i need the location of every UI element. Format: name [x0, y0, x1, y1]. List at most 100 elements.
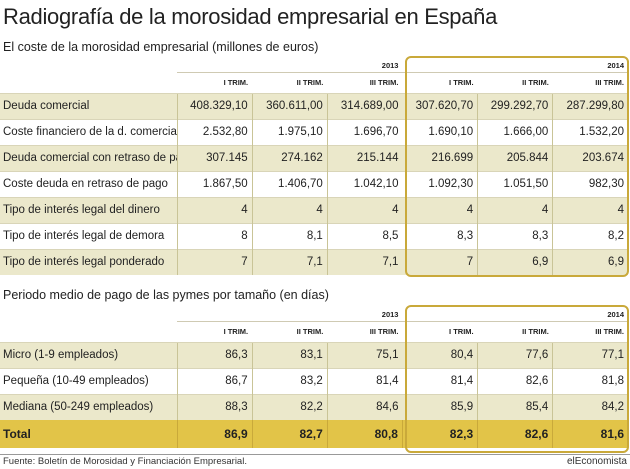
row-label: Deuda comercial con retraso de pago — [0, 144, 177, 171]
total-value: 82,7 — [251, 420, 328, 448]
table-row: Deuda comercial 408.329,10 360.611,00 31… — [0, 92, 628, 119]
cell-value: 83,1 — [251, 341, 328, 368]
cell-value: 7 — [176, 248, 253, 275]
total-value: 80,8 — [326, 420, 403, 448]
cell-value: 85,9 — [402, 393, 478, 420]
cell-value: 8,1 — [251, 222, 328, 249]
cell-value: 7 — [402, 248, 478, 275]
cell-value: 81,4 — [402, 367, 478, 394]
cell-value: 408.329,10 — [176, 92, 253, 119]
cell-value: 7,1 — [251, 248, 328, 275]
cell-value: 80,4 — [402, 341, 478, 368]
row-label: Mediana (50-249 empleados) — [0, 393, 177, 420]
quarter-header: I TRIM. — [449, 78, 474, 87]
cell-value: 982,30 — [552, 170, 628, 197]
cell-value: 287.299,80 — [552, 92, 628, 119]
source-note: Fuente: Boletín de Morosidad y Financiac… — [3, 456, 247, 467]
table-row: Coste deuda en retraso de pago 1.867,50 … — [0, 170, 628, 197]
cell-value: 88,3 — [176, 393, 253, 420]
table-row: Tipo de interés legal de demora 8 8,1 8,… — [0, 222, 628, 249]
cell-value: 274.162 — [251, 144, 328, 171]
quarter-header: II TRIM. — [296, 327, 324, 336]
year-2014-header: 2014 — [402, 305, 628, 322]
cell-value: 84,2 — [552, 393, 628, 420]
cell-value: 203.674 — [552, 144, 628, 171]
cell-value: 82,2 — [251, 393, 328, 420]
cell-value: 6,9 — [477, 248, 553, 275]
cell-value: 4 — [402, 196, 478, 223]
row-label: Micro (1-9 empleados) — [0, 341, 177, 368]
year-header-row: 2013 2014 — [0, 56, 628, 73]
total-value: 86,9 — [176, 420, 253, 448]
row-label: Tipo de interés legal de demora — [0, 222, 177, 249]
quarter-header-row: I TRIM. II TRIM. III TRIM. I TRIM. II TR… — [0, 72, 628, 93]
row-label: Deuda comercial — [0, 92, 177, 119]
cell-value: 1.666,00 — [477, 118, 553, 145]
row-label: Tipo de interés legal del dinero — [0, 196, 177, 223]
cell-value: 1.690,10 — [402, 118, 478, 145]
table-row: Pequeña (10-49 empleados) 86,7 83,2 81,4… — [0, 367, 628, 394]
cell-value: 307.620,70 — [402, 92, 478, 119]
cell-value: 1.696,70 — [326, 118, 403, 145]
quarter-header: II TRIM. — [522, 78, 549, 87]
cell-value: 4 — [552, 196, 628, 223]
cell-value: 75,1 — [326, 341, 403, 368]
cell-value: 85,4 — [477, 393, 553, 420]
quarter-header: III TRIM. — [369, 78, 399, 87]
cell-value: 4 — [477, 196, 553, 223]
payment-period-table: 2013 2014 I TRIM. II TRIM. III TRIM. I T… — [0, 305, 628, 448]
total-value: 82,3 — [401, 420, 478, 448]
cell-value: 4 — [176, 196, 253, 223]
cell-value: 81,8 — [552, 367, 628, 394]
cell-value: 360.611,00 — [251, 92, 328, 119]
cell-value: 4 — [251, 196, 328, 223]
table1-subtitle: El coste de la morosidad empresarial (mi… — [3, 40, 319, 54]
row-label: Tipo de interés legal ponderado — [0, 248, 177, 275]
quarter-header-row: I TRIM. II TRIM. III TRIM. I TRIM. II TR… — [0, 321, 628, 342]
cell-value: 1.092,30 — [402, 170, 478, 197]
cell-value: 6,9 — [552, 248, 628, 275]
quarter-header: II TRIM. — [296, 78, 324, 87]
cell-value: 1.532,20 — [552, 118, 628, 145]
total-value: 82,6 — [477, 420, 553, 448]
cell-value: 8,3 — [477, 222, 553, 249]
footer-divider — [0, 454, 630, 455]
quarter-header: I TRIM. — [223, 78, 249, 87]
cell-value: 86,7 — [176, 367, 253, 394]
brand-logo: elEconomista — [566, 456, 627, 467]
quarter-header: II TRIM. — [522, 327, 549, 336]
quarter-header: I TRIM. — [449, 327, 474, 336]
cell-value: 7,1 — [326, 248, 403, 275]
cell-value: 2.532,80 — [176, 118, 253, 145]
cell-value: 82,6 — [477, 367, 553, 394]
year-2014-header: 2014 — [402, 56, 628, 73]
row-label: Coste deuda en retraso de pago — [0, 170, 177, 197]
page-title: Radiografía de la morosidad empresarial … — [3, 4, 498, 29]
cell-value: 8,5 — [326, 222, 403, 249]
cell-value: 4 — [326, 196, 403, 223]
quarter-header: III TRIM. — [595, 327, 624, 336]
cell-value: 84,6 — [326, 393, 403, 420]
cell-value: 8,3 — [402, 222, 478, 249]
cell-value: 1.406,70 — [251, 170, 328, 197]
year-2013-header: 2013 — [177, 56, 403, 73]
cell-value: 299.292,70 — [477, 92, 553, 119]
year-2013-header: 2013 — [177, 305, 403, 322]
cell-value: 8,2 — [552, 222, 628, 249]
table-row: Micro (1-9 empleados) 86,3 83,1 75,1 80,… — [0, 341, 628, 368]
cell-value: 77,6 — [477, 341, 553, 368]
quarter-header: III TRIM. — [369, 327, 399, 336]
cell-value: 216.699 — [402, 144, 478, 171]
table2-subtitle: Periodo medio de pago de las pymes por t… — [3, 288, 329, 302]
year-header-row: 2013 2014 — [0, 305, 628, 322]
cell-value: 77,1 — [552, 341, 628, 368]
quarter-header: I TRIM. — [223, 327, 249, 336]
morosidad-cost-table: 2013 2014 I TRIM. II TRIM. III TRIM. I T… — [0, 56, 628, 275]
cell-value: 8 — [176, 222, 253, 249]
cell-value: 205.844 — [477, 144, 553, 171]
cell-value: 1.975,10 — [251, 118, 328, 145]
quarter-header: III TRIM. — [595, 78, 624, 87]
row-label: Coste financiero de la d. comercial — [0, 118, 177, 145]
table-row: Coste financiero de la d. comercial 2.53… — [0, 118, 628, 145]
row-label: Pequeña (10-49 empleados) — [0, 367, 177, 394]
